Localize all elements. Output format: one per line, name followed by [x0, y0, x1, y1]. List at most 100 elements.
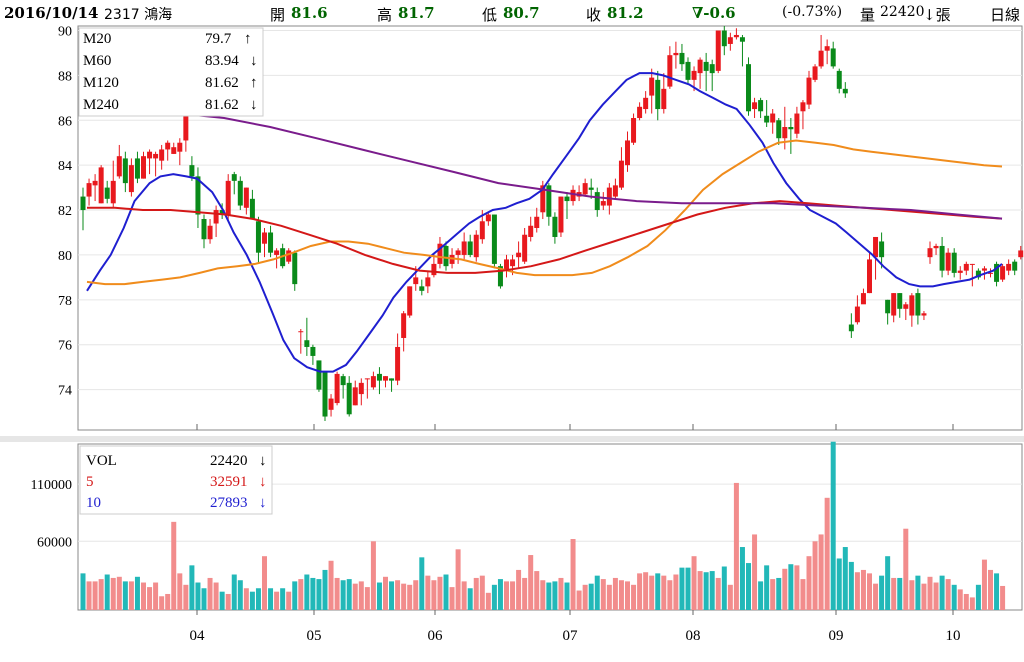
- candle-body: [879, 241, 885, 258]
- volume-bar: [564, 582, 570, 610]
- volume-bar: [631, 584, 637, 610]
- volume-bar: [328, 560, 334, 610]
- legend-value-ma5: 32591: [210, 474, 248, 490]
- candle-body: [752, 102, 758, 110]
- volume-bar: [497, 579, 503, 610]
- candle-body: [637, 106, 643, 119]
- candle-body: [243, 187, 249, 208]
- price-plot-frame: [77, 25, 1023, 431]
- volume-bar: [945, 579, 951, 610]
- candle-body: [485, 214, 491, 222]
- volume-bar: [1000, 585, 1006, 610]
- candle-body: [618, 160, 624, 188]
- volume-bar: [122, 581, 128, 610]
- change-pct: (-0.73%): [782, 4, 843, 20]
- candle-body: [407, 286, 413, 316]
- volume-bar: [183, 584, 189, 610]
- volume-bar: [818, 534, 824, 610]
- candle-body: [915, 293, 921, 316]
- candle-body: [909, 295, 915, 316]
- candle-body: [655, 79, 661, 110]
- month-tick-label: 10: [946, 628, 961, 644]
- volume-bar: [340, 580, 346, 610]
- open-value: 81.6: [291, 4, 328, 22]
- high-value: 81.7: [398, 4, 435, 22]
- candle-body: [800, 102, 806, 112]
- legend-name-m240: M240: [83, 97, 119, 113]
- volume-bars: [80, 441, 1006, 610]
- price-tick-label: 84: [58, 159, 72, 174]
- close-value: 81.2: [607, 4, 644, 22]
- ma-line-m20: [86, 72, 1003, 373]
- volume-bar: [376, 582, 382, 610]
- legend-arrow-m240: ↓: [250, 97, 258, 113]
- volume-bar: [594, 575, 600, 610]
- candle-body: [782, 127, 788, 139]
- volume-bar: [703, 572, 709, 610]
- legend-name-m60: M60: [83, 53, 111, 69]
- candlesticks: [80, 26, 1024, 422]
- volume-bar: [304, 574, 310, 610]
- candle-body: [237, 180, 243, 206]
- candle-body: [340, 376, 346, 386]
- candle-body: [316, 360, 322, 390]
- volume-bar: [352, 583, 358, 610]
- volume-bar: [806, 556, 812, 610]
- candle-body: [195, 176, 201, 215]
- volume-bar: [262, 556, 267, 610]
- volume-bar: [794, 565, 800, 610]
- candle-body: [395, 346, 401, 381]
- candle-body: [806, 77, 812, 105]
- volume-tick-label: 110000: [31, 478, 72, 493]
- ma-legend: M20 79.7 ↑ M60 83.94 ↓ M120 81.62 ↑ M240…: [78, 27, 264, 117]
- volume-bar: [467, 588, 473, 610]
- candle-body: [746, 64, 751, 112]
- legend-arrow-m60: ↓: [250, 53, 258, 69]
- volume-bar: [189, 565, 195, 610]
- legend-value-ma10: 27893: [210, 495, 248, 511]
- volume-bar: [764, 565, 770, 610]
- candle-body: [497, 266, 503, 287]
- candle-body: [504, 259, 509, 271]
- open-label: 開: [270, 6, 286, 24]
- candle-body: [867, 259, 872, 294]
- candle-body: [612, 185, 618, 197]
- candle-body: [455, 250, 461, 255]
- volume-bar: [219, 591, 225, 610]
- volume-bar: [927, 576, 933, 610]
- volume-bar: [739, 547, 745, 610]
- volume-bar: [292, 581, 298, 610]
- price-tick-label: 88: [58, 69, 72, 84]
- candle-body: [364, 378, 370, 380]
- candle-body: [225, 180, 231, 215]
- volume-bar: [195, 582, 201, 610]
- volume-bar: [582, 584, 588, 610]
- candle-body: [189, 165, 195, 177]
- candle-body: [419, 286, 425, 291]
- candle-body: [812, 66, 818, 80]
- volume-bar: [824, 497, 830, 610]
- volume-bar: [358, 581, 364, 610]
- candle-body: [885, 299, 891, 314]
- stock-name: 2317 鴻海: [104, 7, 173, 23]
- volume-bar: [255, 588, 261, 610]
- volume-bar: [782, 568, 788, 610]
- volume-label: 量: [860, 6, 876, 24]
- candle-body: [201, 219, 207, 240]
- candle-body: [661, 88, 667, 110]
- volume-bar: [709, 571, 715, 610]
- candle-body: [141, 156, 146, 179]
- month-tick-label: 07: [563, 628, 579, 644]
- volume-bar: [685, 567, 691, 610]
- price-tick-label: 80: [58, 249, 72, 264]
- candle-body: [413, 277, 419, 285]
- candle-body: [830, 48, 836, 67]
- candle-body: [358, 382, 364, 395]
- candle-body: [304, 340, 310, 347]
- candle-body: [927, 248, 933, 258]
- moving-averages: [86, 72, 1003, 373]
- volume-bar: [860, 569, 866, 610]
- volume-bar: [994, 573, 1000, 610]
- volume-bar: [425, 575, 431, 610]
- candle-body: [788, 127, 794, 130]
